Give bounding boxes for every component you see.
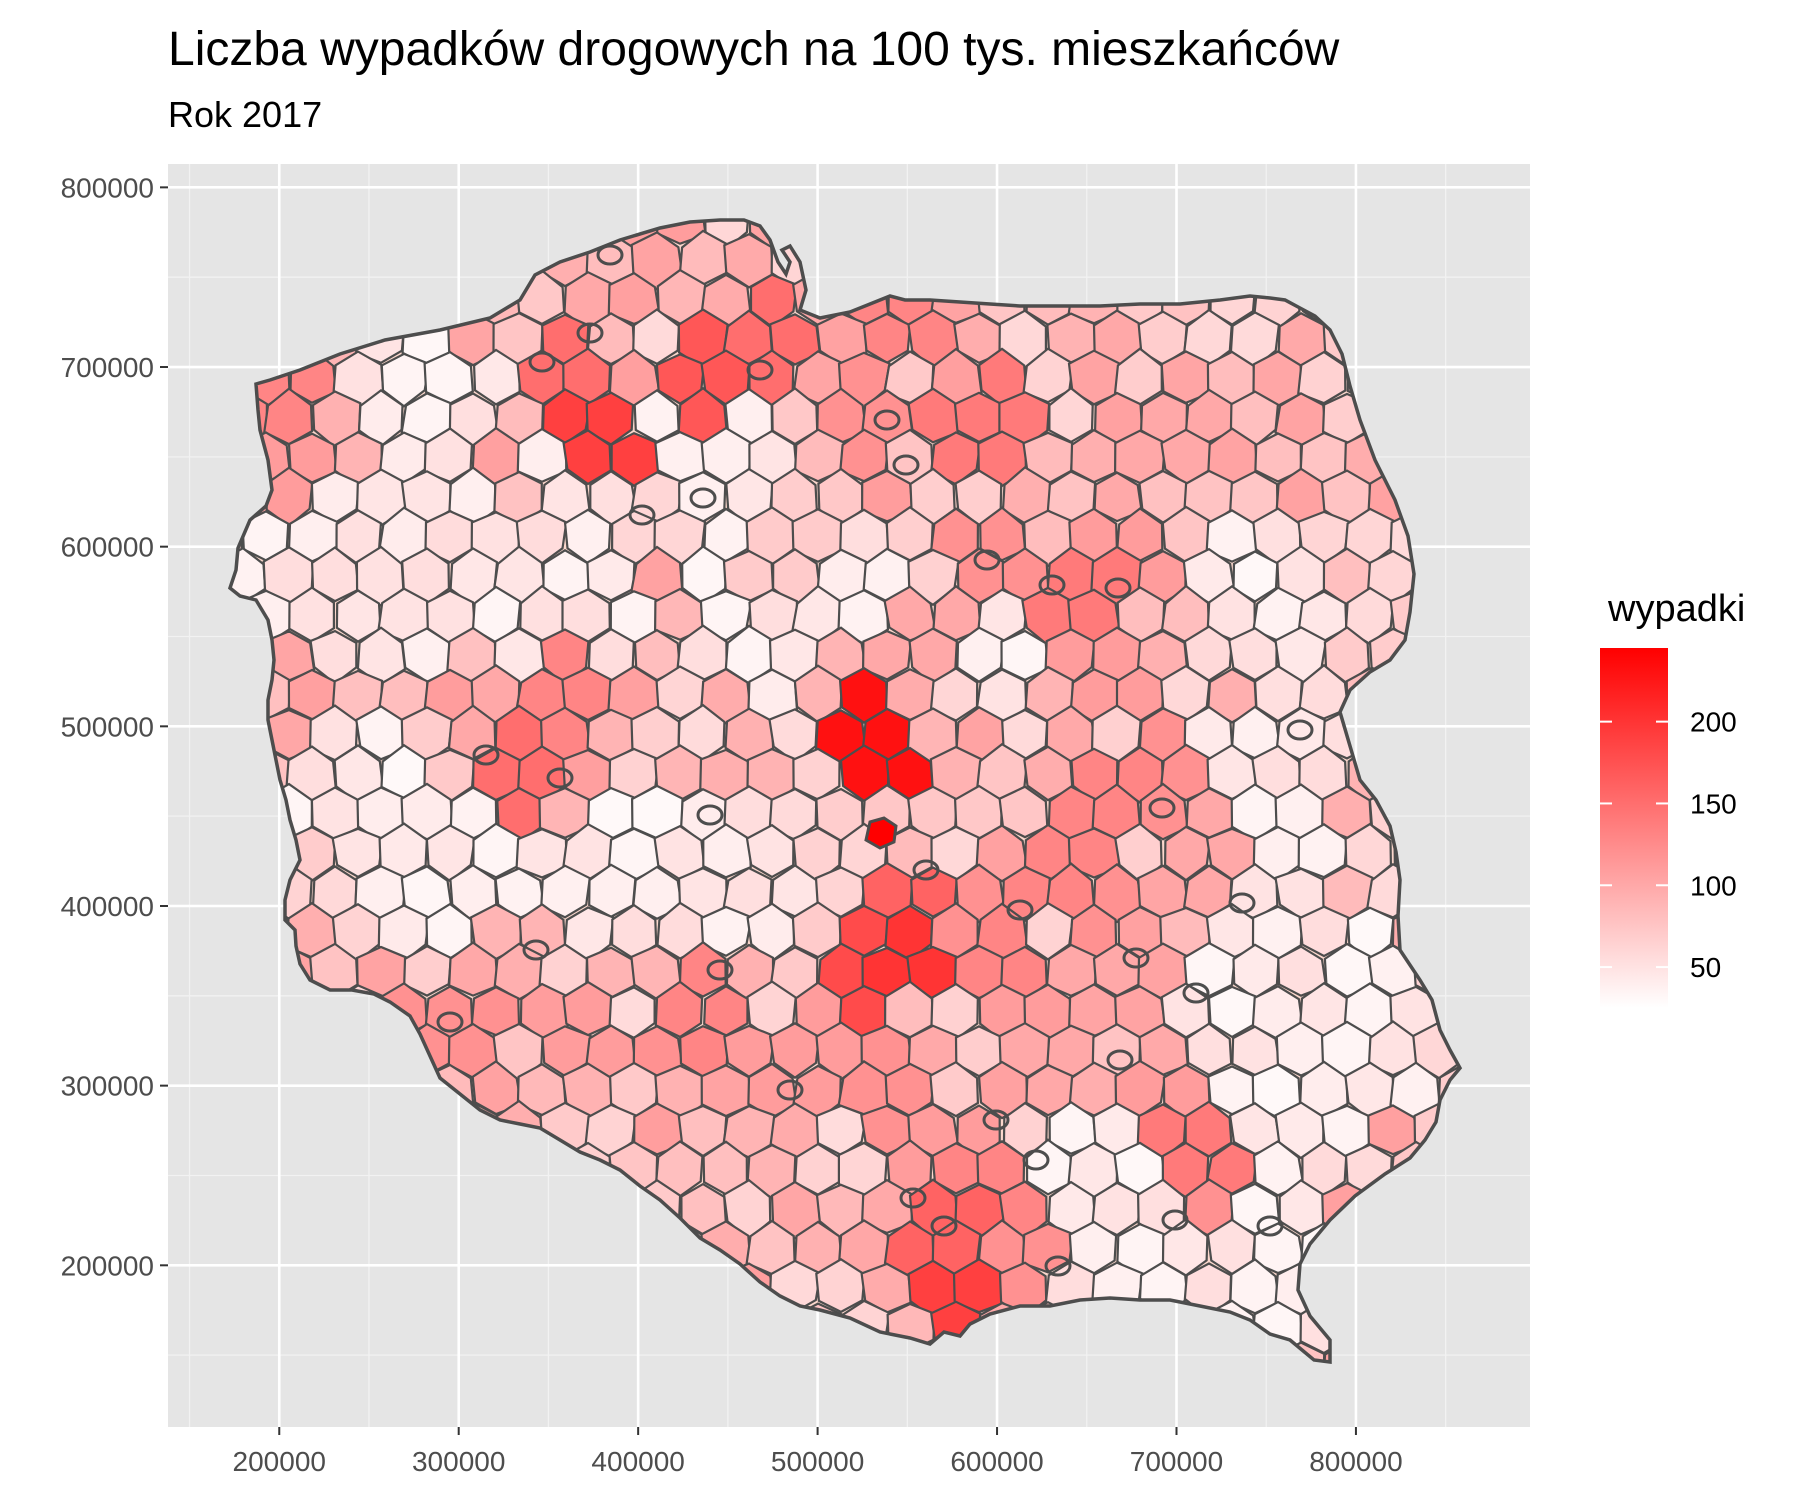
city-enclave <box>689 487 717 509</box>
county-region <box>1253 664 1303 723</box>
x-tick-label: 300000 <box>412 1446 505 1477</box>
map-subtitle: Rok 2017 <box>168 94 323 135</box>
county-region <box>998 785 1049 839</box>
county-region <box>1277 945 1328 997</box>
city-enclave <box>746 359 774 381</box>
city-enclave <box>696 804 724 826</box>
county-region <box>1185 1022 1233 1077</box>
city-enclave <box>436 1011 464 1033</box>
county-region <box>655 220 707 245</box>
city-enclave <box>546 767 574 789</box>
county-region <box>793 428 845 483</box>
city-enclave <box>776 1079 804 1101</box>
city-enclave <box>522 939 550 961</box>
poland-border <box>227 218 1463 1364</box>
county-region <box>515 828 568 879</box>
y-tick-label: 200000 <box>61 1250 154 1281</box>
legend-tick-label: 150 <box>1690 788 1737 819</box>
legend-title: wypadki <box>1608 588 1746 630</box>
y-tick-label: 800000 <box>61 172 154 203</box>
county-region <box>1093 471 1143 523</box>
y-tick-label: 400000 <box>61 891 154 922</box>
county-region <box>562 429 612 486</box>
county-region <box>955 863 1006 924</box>
city-enclave <box>1148 797 1176 819</box>
county-region-max <box>864 816 898 850</box>
county-region <box>975 824 1029 883</box>
city-enclave <box>912 859 940 881</box>
city-enclave <box>576 322 604 344</box>
city-enclave <box>930 1215 958 1237</box>
city-enclave <box>1228 892 1256 914</box>
city-enclave <box>628 504 656 526</box>
county-region <box>632 865 684 920</box>
city-enclave <box>596 244 624 266</box>
city-enclave <box>982 1109 1010 1131</box>
county-region <box>335 589 382 643</box>
city-enclave <box>528 351 556 373</box>
county-region <box>423 427 474 484</box>
county-region <box>678 940 727 998</box>
x-tick-label: 800000 <box>1309 1446 1402 1477</box>
city-enclave <box>1256 1215 1284 1237</box>
city-enclave <box>1106 1049 1134 1071</box>
county-region <box>1023 745 1074 802</box>
county-region <box>977 1060 1029 1120</box>
city-enclave <box>973 549 1001 571</box>
legend-tick-label: 50 <box>1690 952 1721 983</box>
county-region <box>1252 1139 1305 1197</box>
x-axis: 200000 300000 400000 500000 600000 700000 8000… <box>233 1427 1403 1477</box>
x-tick-label: 600000 <box>950 1446 1043 1477</box>
city-enclave <box>873 409 901 431</box>
county-region <box>907 548 960 607</box>
legend-tick-label: 200 <box>1690 707 1737 738</box>
county-region <box>1254 432 1303 483</box>
county-region <box>540 864 591 919</box>
city-enclave <box>1104 577 1132 599</box>
city-enclave <box>892 454 920 476</box>
city-enclave <box>1161 1209 1189 1231</box>
county-region <box>448 941 499 997</box>
county-region <box>929 1060 980 1118</box>
county-region <box>954 469 1003 527</box>
y-tick-label: 300000 <box>61 1071 154 1102</box>
county-region <box>1229 1182 1281 1235</box>
county-region <box>1139 782 1189 841</box>
city-enclave <box>1022 1149 1050 1171</box>
x-tick-label: 700000 <box>1130 1446 1223 1477</box>
city-enclave <box>1006 899 1034 921</box>
legend-colorbar <box>1600 648 1668 1008</box>
x-tick-label: 500000 <box>771 1446 864 1477</box>
county-region <box>586 549 636 602</box>
city-enclave <box>1044 1255 1072 1277</box>
y-tick-label: 700000 <box>61 352 154 383</box>
y-axis: 200000 300000 400000 500000 600000 700000 8000… <box>61 172 168 1281</box>
city-enclave <box>1122 947 1150 969</box>
legend-tick-label: 100 <box>1690 870 1737 901</box>
city-enclave <box>1286 719 1314 741</box>
city-enclave <box>899 1187 927 1209</box>
legend: 50 100 150 200 <box>1600 648 1737 1008</box>
city-enclave <box>706 959 734 981</box>
y-tick-label: 500000 <box>61 711 154 742</box>
city-enclave <box>1038 574 1066 596</box>
x-tick-label: 400000 <box>591 1446 684 1477</box>
y-tick-label: 600000 <box>61 532 154 563</box>
x-tick-label: 200000 <box>233 1446 326 1477</box>
map-title: Liczba wypadków drogowych na 100 tys. mi… <box>168 23 1340 76</box>
city-enclave <box>1182 982 1210 1004</box>
county-region <box>1001 865 1051 923</box>
city-enclave <box>472 744 500 766</box>
